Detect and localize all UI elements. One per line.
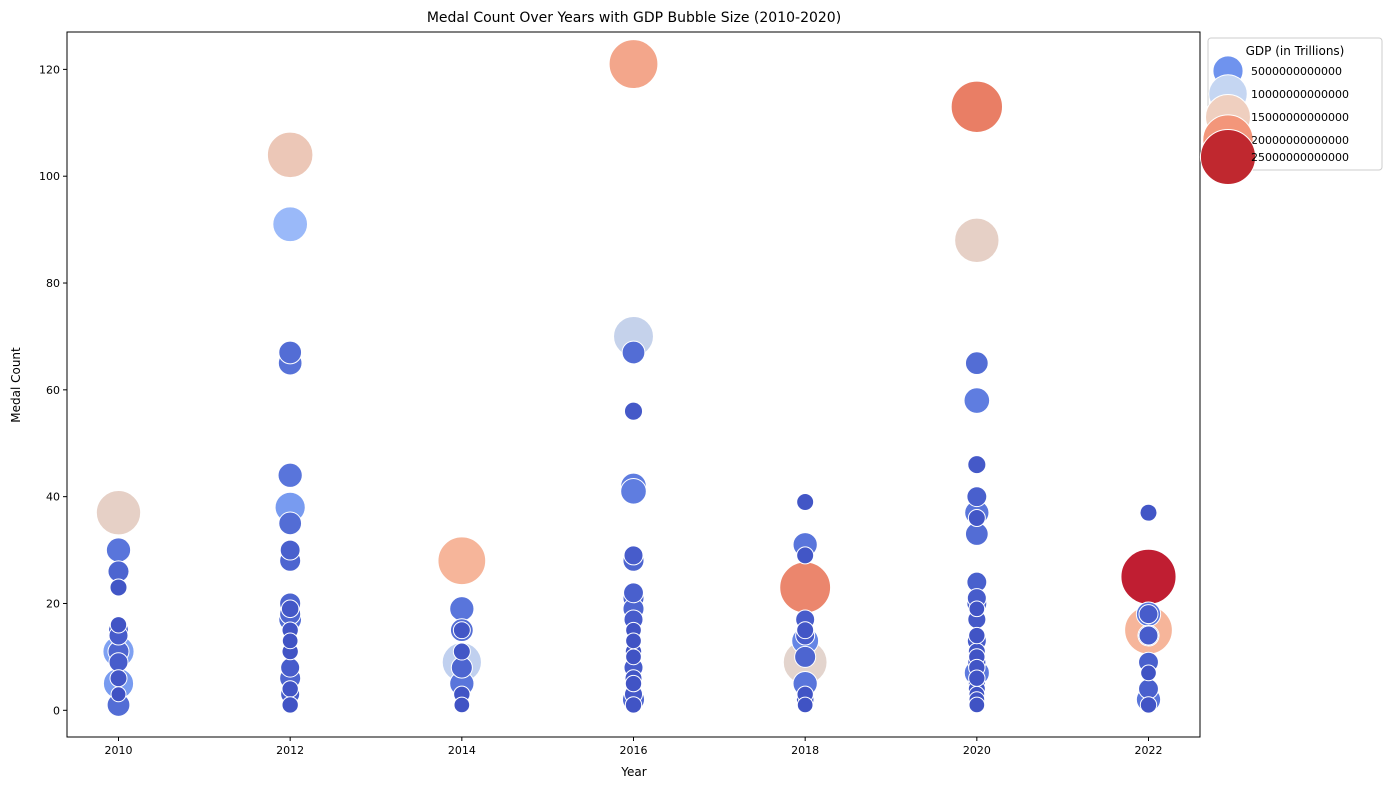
- y-axis-label: Medal Count: [9, 347, 23, 423]
- bubble-point: [281, 696, 299, 714]
- bubble-point: [625, 632, 642, 650]
- legend-label: 5000000000000: [1251, 65, 1342, 78]
- x-tick-label: 2018: [791, 744, 819, 757]
- bubble-point: [278, 511, 303, 536]
- bubble-point: [966, 486, 988, 508]
- bubble-point: [109, 616, 128, 634]
- bubble-point: [1138, 678, 1159, 700]
- bubble-point: [278, 340, 303, 365]
- bubble-point: [967, 455, 987, 475]
- x-tick-label: 2010: [105, 744, 133, 757]
- bubble-point: [794, 645, 817, 668]
- bubble-point: [452, 642, 471, 661]
- y-tick-label: 80: [46, 277, 60, 290]
- bubble-point: [110, 686, 127, 703]
- bubble-point: [109, 669, 128, 688]
- bubble-point: [624, 674, 643, 693]
- x-tick-label: 2012: [276, 744, 304, 757]
- bubble-point: [1138, 604, 1159, 625]
- y-tick-label: 60: [46, 384, 60, 397]
- bubble-point: [623, 582, 644, 604]
- y-axis: 0 20 40 60 80 100 120: [39, 63, 67, 717]
- bubble-point: [608, 39, 659, 89]
- bubble-point: [109, 578, 128, 597]
- bubble-point: [964, 351, 989, 376]
- bubble-point: [452, 621, 471, 640]
- bubble-point: [967, 509, 986, 528]
- x-axis-label: Year: [620, 765, 646, 779]
- bubble-point: [796, 696, 814, 714]
- bubble-point: [266, 131, 314, 179]
- plot-area: [95, 39, 1177, 717]
- bubble-point: [779, 561, 832, 614]
- x-tick-label: 2022: [1135, 744, 1163, 757]
- bubble-point: [449, 596, 475, 622]
- bubble-point: [453, 696, 471, 714]
- bubble-point: [1120, 548, 1177, 605]
- bubble-point: [621, 340, 646, 365]
- y-tick-label: 0: [53, 704, 60, 717]
- legend-label: 25000000000000: [1251, 151, 1349, 164]
- bubble-point: [95, 490, 142, 536]
- x-tick-label: 2016: [620, 744, 648, 757]
- x-tick-label: 2020: [963, 744, 991, 757]
- legend-marker: [1199, 128, 1257, 186]
- bubble-point: [968, 669, 986, 687]
- bubble-point: [796, 493, 815, 511]
- bubble-point: [1138, 625, 1159, 646]
- bubble-point: [620, 478, 647, 505]
- bubble-point: [950, 80, 1004, 133]
- legend: GDP (in Trillions) 5000000000000 10000000…: [1199, 37, 1383, 186]
- legend-entries: 5000000000000 10000000000000 1500000000000…: [1199, 55, 1349, 186]
- bubble-point: [437, 536, 487, 586]
- y-tick-label: 20: [46, 597, 60, 610]
- legend-label: 15000000000000: [1251, 111, 1349, 124]
- bubble-point: [1140, 664, 1157, 682]
- bubble-point: [108, 652, 129, 673]
- bubble-point: [281, 632, 299, 650]
- bubble-point: [277, 462, 303, 488]
- x-axis: 2010 2012 2014 2016 2018 2020 2022: [105, 737, 1163, 757]
- bubble-point: [968, 626, 986, 645]
- bubble-point: [968, 696, 986, 714]
- bubble-point: [1139, 696, 1158, 714]
- bubble-point: [963, 387, 991, 414]
- bubble-point: [281, 680, 299, 698]
- y-tick-label: 100: [39, 170, 60, 183]
- bubble-point: [279, 539, 301, 561]
- legend-label: 10000000000000: [1251, 88, 1349, 101]
- legend-title: GDP (in Trillions): [1246, 44, 1345, 58]
- bubble-point: [280, 599, 300, 619]
- bubble-point: [625, 648, 642, 666]
- bubble-point: [624, 696, 643, 714]
- bubble-point: [623, 401, 644, 421]
- bubble-point: [623, 545, 644, 566]
- bubble-point: [968, 600, 986, 618]
- bubble-point: [272, 206, 309, 243]
- chart-title: Medal Count Over Years with GDP Bubble S…: [427, 10, 841, 26]
- y-tick-label: 40: [46, 491, 60, 504]
- bubble-point: [954, 217, 1000, 263]
- legend-label: 20000000000000: [1251, 134, 1349, 147]
- y-tick-label: 120: [39, 63, 60, 76]
- bubble-point: [796, 621, 815, 640]
- bubble-point: [105, 537, 132, 563]
- bubble-point: [1139, 503, 1158, 522]
- bubble-point: [280, 657, 301, 678]
- x-tick-label: 2014: [448, 744, 476, 757]
- bubble-point: [796, 546, 815, 565]
